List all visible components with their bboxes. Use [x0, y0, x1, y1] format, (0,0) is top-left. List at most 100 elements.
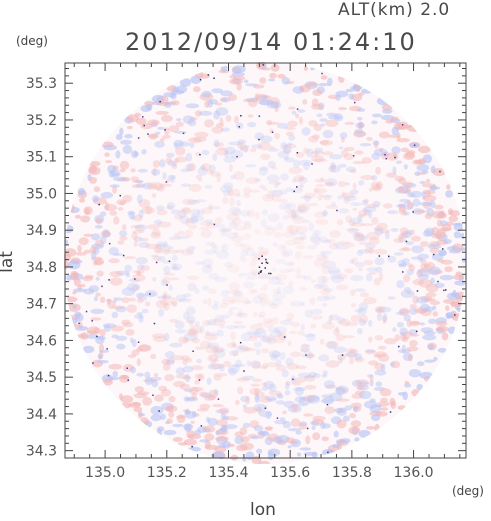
echo-speckle — [137, 344, 151, 352]
echo-speckle — [329, 164, 337, 173]
echo-speckle — [138, 209, 144, 219]
echo-speckle — [268, 350, 281, 359]
echo-speckle — [359, 390, 372, 400]
echo-speckle — [200, 392, 213, 398]
echo-speckle — [111, 172, 121, 176]
echo-speckle — [212, 244, 219, 253]
echo-speckle — [164, 351, 175, 359]
echo-speckle — [380, 114, 395, 121]
echo-speckle — [112, 176, 127, 182]
echo-speckle — [163, 296, 174, 300]
echo-speckle — [99, 211, 107, 217]
echo-speckle — [135, 180, 144, 184]
echo-speckle — [194, 321, 200, 327]
echo-speckle — [282, 144, 292, 154]
echo-speckle — [127, 210, 136, 216]
echo-speckle — [323, 380, 335, 389]
echo-speckle — [399, 307, 410, 317]
echo-speckle — [232, 350, 239, 357]
echo-speckle — [261, 386, 268, 391]
echo-speckle — [115, 133, 123, 141]
echo-speckle — [180, 383, 191, 391]
echo-speckle — [262, 362, 268, 370]
echo-speckle — [321, 374, 328, 378]
echo-speckle — [365, 273, 373, 282]
noise-pixel — [416, 290, 419, 292]
echo-speckle — [209, 353, 218, 362]
echo-speckle — [321, 151, 334, 156]
echo-speckle — [156, 295, 168, 300]
y-axis-unit: (deg) — [16, 34, 48, 48]
echo-speckle — [419, 303, 430, 312]
echo-speckle — [134, 112, 141, 118]
echo-speckle — [282, 215, 290, 220]
echo-speckle — [357, 384, 369, 391]
echo-speckle — [131, 284, 140, 291]
noise-pixel — [147, 133, 149, 135]
echo-speckle — [102, 378, 113, 386]
echo-speckle — [124, 264, 133, 272]
echo-speckle — [249, 387, 262, 396]
noise-pixel — [437, 280, 439, 283]
echo-speckle — [361, 157, 373, 164]
echo-speckle — [102, 230, 111, 238]
echo-speckle — [430, 277, 435, 285]
echo-speckle — [188, 137, 202, 144]
echo-speckle — [376, 96, 391, 106]
echo-speckle — [378, 131, 390, 139]
echo-speckle — [300, 195, 313, 200]
noise-pixel — [238, 126, 240, 128]
echo-speckle — [354, 130, 367, 137]
echo-speckle — [306, 82, 318, 87]
echo-speckle — [313, 242, 320, 246]
echo-speckle — [398, 248, 412, 252]
echo-speckle — [119, 200, 126, 206]
echo-speckle — [397, 259, 406, 267]
echo-speckle — [234, 115, 239, 124]
echo-speckle — [131, 231, 138, 240]
echo-speckle — [246, 360, 251, 367]
echo-speckle — [285, 318, 292, 322]
echo-speckle — [403, 314, 411, 322]
echo-speckle — [348, 93, 355, 100]
echo-speckle — [252, 295, 264, 304]
echo-speckle — [286, 202, 296, 211]
echo-speckle — [170, 100, 180, 106]
echo-speckle — [270, 146, 275, 150]
echo-speckle — [327, 115, 342, 120]
echo-speckle — [329, 154, 343, 160]
echo-speckle — [303, 66, 308, 71]
echo-speckle — [284, 156, 289, 161]
echo-speckle — [319, 338, 325, 345]
echo-speckle — [381, 152, 388, 160]
echo-speckle — [144, 100, 155, 107]
echo-speckle — [243, 187, 252, 195]
echo-speckle — [262, 194, 274, 202]
echo-speckle — [156, 209, 168, 216]
echo-speckle — [300, 343, 311, 348]
echo-speckle — [350, 202, 362, 207]
echo-speckle — [283, 148, 291, 154]
echo-speckle — [205, 345, 219, 354]
echo-speckle — [346, 348, 356, 354]
echo-speckle — [168, 411, 175, 418]
echo-speckle — [264, 426, 274, 431]
echo-speckle — [201, 264, 213, 274]
echo-speckle — [296, 267, 301, 276]
echo-speckle — [350, 275, 364, 282]
echo-speckle — [369, 271, 377, 275]
echo-speckle — [229, 197, 235, 207]
echo-speckle — [335, 284, 349, 291]
echo-speckle — [175, 367, 185, 376]
echo-speckle — [377, 306, 392, 313]
echo-speckle — [258, 411, 273, 418]
echo-speckle — [274, 132, 280, 140]
echo-speckle — [307, 351, 314, 360]
echo-speckle — [369, 380, 374, 387]
echo-speckle — [133, 406, 143, 413]
echo-speckle — [155, 299, 168, 309]
echo-speckle — [267, 190, 279, 194]
echo-speckle — [402, 391, 409, 401]
echo-speckle — [215, 430, 220, 436]
